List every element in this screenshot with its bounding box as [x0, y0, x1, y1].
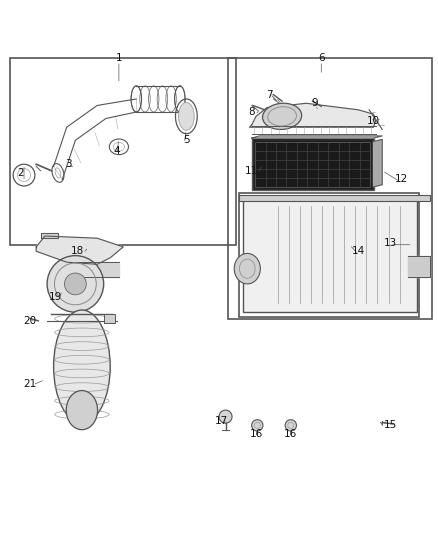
Text: 21: 21: [23, 379, 36, 389]
Polygon shape: [41, 232, 58, 238]
Text: 4: 4: [113, 146, 120, 156]
Text: 2: 2: [18, 168, 24, 178]
Text: 12: 12: [395, 174, 408, 184]
Text: 6: 6: [318, 53, 325, 62]
Text: 3: 3: [66, 159, 72, 169]
Ellipse shape: [47, 256, 104, 312]
Text: 15: 15: [384, 421, 398, 430]
Polygon shape: [408, 256, 430, 277]
Polygon shape: [75, 262, 119, 277]
Bar: [243, 197, 417, 312]
Bar: [255, 142, 370, 187]
Bar: [228, 58, 432, 319]
Polygon shape: [243, 197, 417, 312]
Text: 1: 1: [116, 53, 122, 62]
Circle shape: [252, 419, 263, 431]
Text: 8: 8: [248, 107, 255, 117]
Text: 16: 16: [284, 429, 297, 439]
Polygon shape: [374, 140, 382, 187]
Text: 16: 16: [249, 429, 263, 439]
Circle shape: [219, 410, 232, 423]
Text: 10: 10: [367, 116, 380, 126]
Text: 13: 13: [384, 238, 398, 247]
Polygon shape: [36, 236, 123, 264]
Text: 17: 17: [215, 416, 228, 426]
Text: 19: 19: [49, 292, 63, 302]
Text: 20: 20: [23, 316, 36, 326]
Bar: [104, 314, 115, 323]
Bar: [252, 138, 374, 190]
Text: 5: 5: [183, 135, 190, 146]
Text: 11: 11: [245, 166, 258, 176]
Ellipse shape: [66, 391, 98, 430]
Bar: [10, 58, 237, 245]
Ellipse shape: [234, 254, 260, 284]
Bar: [239, 195, 430, 201]
Text: 9: 9: [311, 98, 318, 108]
Text: 14: 14: [352, 246, 365, 256]
Ellipse shape: [64, 273, 86, 295]
Text: 7: 7: [266, 90, 272, 100]
Polygon shape: [250, 103, 376, 127]
Polygon shape: [252, 136, 382, 138]
Circle shape: [285, 419, 297, 431]
Ellipse shape: [179, 102, 194, 130]
Ellipse shape: [262, 103, 302, 130]
Bar: [239, 192, 419, 317]
Text: 18: 18: [71, 246, 84, 256]
Ellipse shape: [53, 310, 110, 423]
